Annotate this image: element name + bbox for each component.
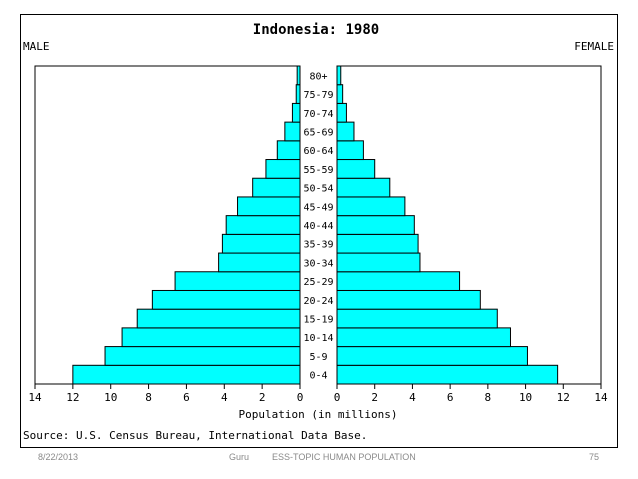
axis-layer: 14 12 10 8 6 4 2 0 0 2 4 6 8 10 12 14 — [28, 384, 608, 404]
age-group-label: 35-39 — [303, 240, 333, 251]
male-bar-25-29 — [174, 271, 301, 291]
female-bar-0-4 — [336, 364, 559, 385]
female-bar-15-19 — [336, 308, 498, 329]
left-tick-label: 12 — [66, 391, 79, 404]
female-bar-20-24 — [336, 289, 481, 310]
female-bar-55-59 — [336, 159, 376, 179]
source-text: Source: U.S. Census Bureau, Internationa… — [23, 429, 367, 442]
right-tick-label: 10 — [519, 391, 532, 404]
left-tick-label: 4 — [221, 391, 228, 404]
age-group-label: 75-79 — [303, 90, 333, 101]
left-tick-label: 0 — [297, 391, 304, 404]
male-bar-70-74 — [291, 102, 301, 123]
female-bar-70-74 — [336, 102, 347, 123]
age-group-label: 30-34 — [303, 258, 333, 269]
female-bar-50-54 — [336, 177, 391, 198]
male-bar-5-9 — [104, 346, 301, 366]
right-tick-label: 14 — [594, 391, 608, 404]
age-group-label: 25-29 — [303, 277, 333, 288]
right-tick-label: 0 — [334, 391, 341, 404]
female-bar-65-69 — [336, 121, 355, 142]
age-group-label: 80+ — [309, 71, 327, 82]
female-bar-40-44 — [336, 215, 415, 235]
female-bar-35-39 — [336, 233, 419, 254]
male-bar-40-44 — [225, 215, 301, 235]
footer-author: Guru — [229, 452, 250, 462]
age-group-label: 10-14 — [303, 333, 333, 344]
age-group-label: 5-9 — [309, 352, 327, 363]
age-group-label: 20-24 — [303, 296, 333, 307]
age-group-label: 15-19 — [303, 315, 333, 326]
female-bar-75-79 — [336, 84, 344, 104]
right-tick-label: 8 — [485, 391, 492, 404]
x-axis-label: Population (in millions) — [239, 408, 398, 421]
male-bar-0-4 — [72, 364, 301, 385]
male-bar-55-59 — [265, 159, 301, 179]
male-bar-50-54 — [252, 177, 301, 198]
male-bar-15-19 — [136, 308, 301, 329]
male-bar-80+ — [296, 65, 301, 86]
age-group-label: 40-44 — [303, 221, 333, 232]
age-group-label: 0-4 — [309, 371, 327, 382]
female-label: FEMALE — [574, 40, 614, 53]
bars-layer — [72, 65, 559, 385]
female-bar-80+ — [336, 65, 342, 86]
footer-page-number: 75 — [589, 452, 600, 462]
left-tick-label: 14 — [28, 391, 42, 404]
age-group-label: 55-59 — [303, 165, 333, 176]
left-tick-label: 2 — [259, 391, 266, 404]
footer-topic: ESS-TOPIC HUMAN POPULATION — [272, 452, 416, 462]
age-labels-layer: 0-4 5-9 10-14 15-19 20-24 25-29 30-34 35-39 40-4… — [303, 71, 333, 381]
female-bar-10-14 — [336, 327, 511, 348]
left-tick-label: 6 — [183, 391, 190, 404]
female-bar-45-49 — [336, 196, 406, 217]
male-label: MALE — [23, 40, 50, 53]
age-group-label: 65-69 — [303, 127, 333, 138]
left-tick-label: 10 — [104, 391, 117, 404]
male-bar-45-49 — [237, 196, 301, 217]
age-group-label: 70-74 — [303, 109, 333, 120]
footer-date: 8/22/2013 — [38, 452, 79, 462]
male-bar-60-64 — [276, 140, 301, 161]
female-bar-30-34 — [336, 252, 421, 273]
age-group-label: 45-49 — [303, 202, 333, 213]
male-bar-75-79 — [295, 84, 301, 104]
male-bar-10-14 — [121, 327, 301, 348]
right-tick-label: 2 — [371, 391, 378, 404]
left-tick-label: 8 — [145, 391, 152, 404]
male-bar-65-69 — [284, 121, 301, 142]
female-bar-25-29 — [336, 271, 461, 291]
female-bar-5-9 — [336, 346, 528, 366]
male-bar-35-39 — [221, 233, 301, 254]
right-tick-label: 6 — [447, 391, 454, 404]
male-bar-20-24 — [151, 289, 301, 310]
age-group-label: 60-64 — [303, 146, 333, 157]
chart-title: Indonesia: 1980 — [253, 22, 379, 38]
age-group-label: 50-54 — [303, 184, 333, 195]
right-tick-label: 4 — [409, 391, 416, 404]
female-bar-60-64 — [336, 140, 364, 161]
right-tick-label: 12 — [557, 391, 570, 404]
male-bar-30-34 — [218, 252, 301, 273]
